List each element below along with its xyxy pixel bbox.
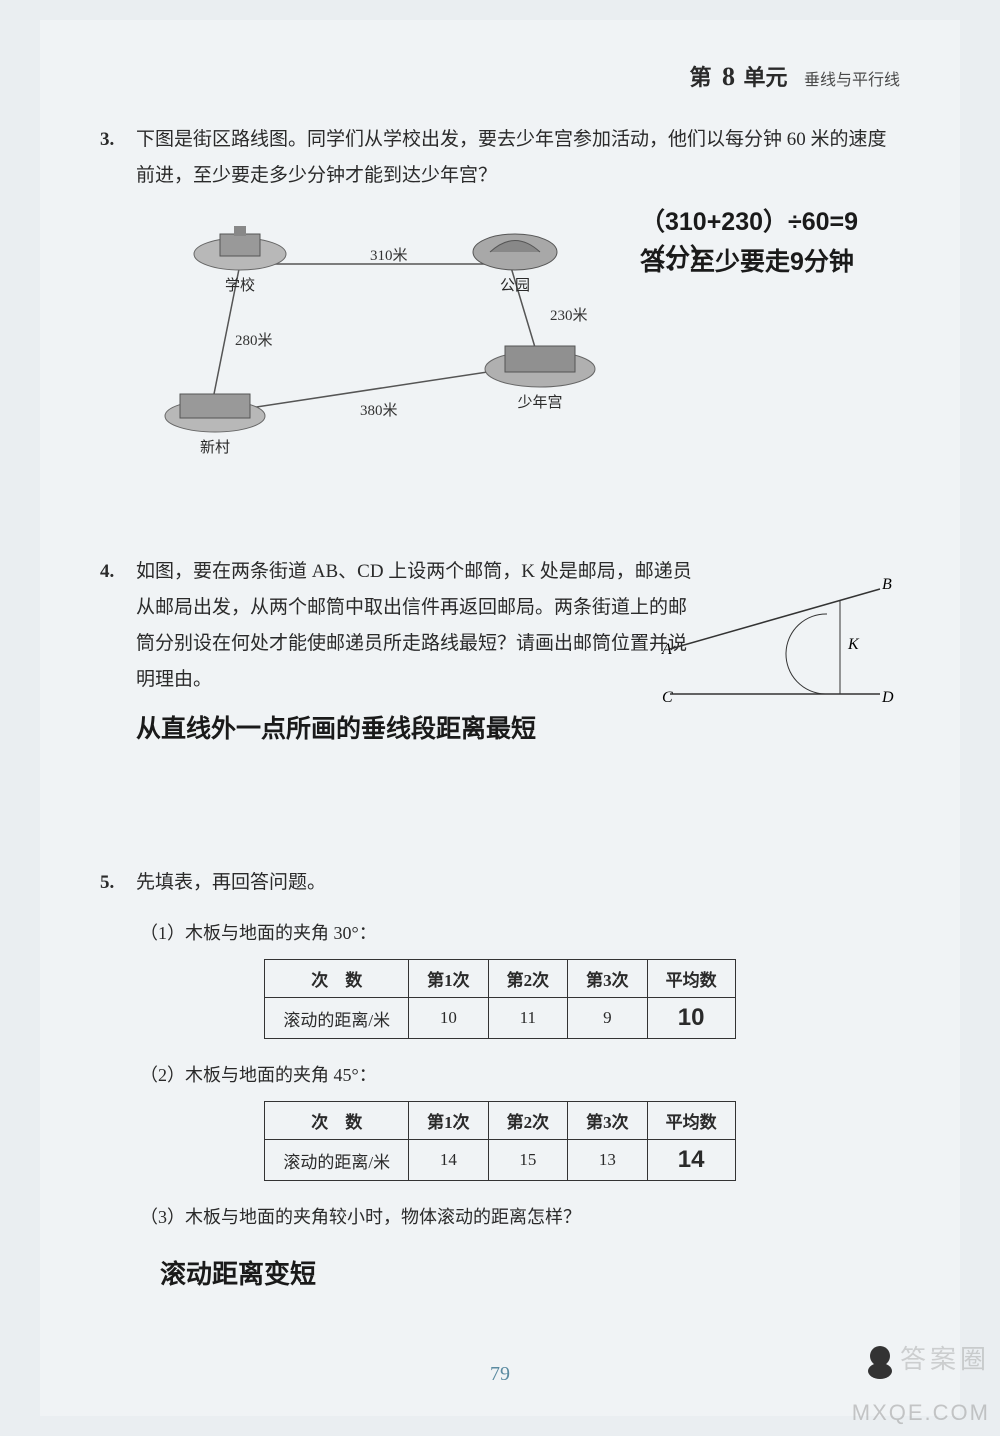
node-school: 学校 bbox=[190, 224, 290, 295]
svg-text:B: B bbox=[882, 576, 892, 593]
t2-v1: 14 bbox=[409, 1140, 489, 1181]
t2-v3: 13 bbox=[568, 1140, 648, 1181]
q4-number: 4. bbox=[100, 554, 128, 590]
t2-col-header: 次 数 bbox=[265, 1102, 409, 1140]
geometry-diagram: A B C D K bbox=[650, 574, 900, 714]
edge-school-park: 310米 bbox=[370, 244, 408, 265]
svg-text:A: A bbox=[661, 641, 672, 658]
edge-xincun-palace: 380米 bbox=[360, 399, 398, 420]
mascot-icon bbox=[860, 1341, 900, 1386]
svg-text:K: K bbox=[847, 636, 860, 653]
q5-number: 5. bbox=[100, 865, 128, 901]
t1-answer: 10 bbox=[647, 998, 735, 1039]
svg-text:D: D bbox=[881, 689, 894, 706]
svg-text:C: C bbox=[662, 689, 673, 706]
node-xincun: 新村 bbox=[160, 384, 270, 457]
unit-header: 第 8 单元 垂线与平行线 bbox=[100, 60, 900, 92]
t2-col1: 第1次 bbox=[409, 1102, 489, 1140]
page-number: 79 bbox=[490, 1363, 510, 1386]
t1-v2: 11 bbox=[488, 998, 568, 1039]
t1-col4: 平均数 bbox=[647, 960, 735, 998]
unit-subtitle: 垂线与平行线 bbox=[804, 72, 900, 89]
q3-answer-text: 答：至少要走9分钟 bbox=[640, 242, 854, 278]
q5-sub3-label: （3）木板与地面的夹角较小时，物体滚动的距离怎样？ bbox=[140, 1201, 900, 1233]
xincun-label: 新村 bbox=[200, 440, 230, 456]
node-park: 公园 bbox=[470, 224, 560, 295]
q5-table-2: 次 数 第1次 第2次 第3次 平均数 滚动的距离/米 14 15 13 14 bbox=[264, 1101, 735, 1181]
t2-v2: 15 bbox=[488, 1140, 568, 1181]
question-4: 4. 如图，要在两条街道 AB、CD 上设两个邮筒，K 处是邮局，邮递员从邮局出… bbox=[100, 554, 900, 744]
park-label: 公园 bbox=[500, 278, 530, 294]
q5-sub2-label: （2）木板与地面的夹角 45°： bbox=[140, 1059, 900, 1091]
edge-school-xincun: 280米 bbox=[235, 329, 273, 350]
q3-text: 下图是街区路线图。同学们从学校出发，要去少年宫参加活动，他们以每分钟 60 米的… bbox=[136, 122, 900, 194]
q5-sub1-label: （1）木板与地面的夹角 30°： bbox=[140, 917, 900, 949]
unit-number: 8 bbox=[722, 62, 735, 91]
t2-col4: 平均数 bbox=[647, 1102, 735, 1140]
t1-col3: 第3次 bbox=[568, 960, 648, 998]
t1-v3: 9 bbox=[568, 998, 648, 1039]
q5-table-1: 次 数 第1次 第2次 第3次 平均数 滚动的距离/米 10 11 9 10 bbox=[264, 959, 735, 1039]
unit-suffix: 单元 bbox=[743, 65, 787, 90]
q5-sub3-answer: 滚动距离变短 bbox=[160, 1254, 900, 1291]
t2-answer: 14 bbox=[647, 1140, 735, 1181]
t1-col2: 第2次 bbox=[488, 960, 568, 998]
unit-prefix: 第 bbox=[689, 65, 713, 90]
t1-col1: 第1次 bbox=[409, 960, 489, 998]
node-palace: 少年宫 bbox=[480, 334, 600, 412]
q3-number: 3. bbox=[100, 122, 128, 158]
question-3: 3. 下图是街区路线图。同学们从学校出发，要去少年宫参加活动，他们以每分钟 60… bbox=[100, 122, 900, 474]
t2-row-label: 滚动的距离/米 bbox=[265, 1140, 409, 1181]
edge-park-palace: 230米 bbox=[550, 304, 588, 325]
t2-col3: 第3次 bbox=[568, 1102, 648, 1140]
route-map-diagram: 学校 公园 新村 少年宫 310米 230米 280米 380米 bbox=[160, 214, 660, 474]
question-5: 5. 先填表，再回答问题。 （1）木板与地面的夹角 30°： 次 数 第1次 第… bbox=[100, 865, 900, 1291]
t1-col-header: 次 数 bbox=[265, 960, 409, 998]
palace-label: 少年宫 bbox=[517, 395, 562, 411]
watermark-url: MXQE.COM bbox=[852, 1400, 990, 1426]
school-label: 学校 bbox=[225, 278, 255, 294]
t1-v1: 10 bbox=[409, 998, 489, 1039]
q5-text: 先填表，再回答问题。 bbox=[136, 865, 900, 901]
watermark-cn: 答案圈 bbox=[900, 1339, 990, 1376]
t2-col2: 第2次 bbox=[488, 1102, 568, 1140]
t1-row-label: 滚动的距离/米 bbox=[265, 998, 409, 1039]
